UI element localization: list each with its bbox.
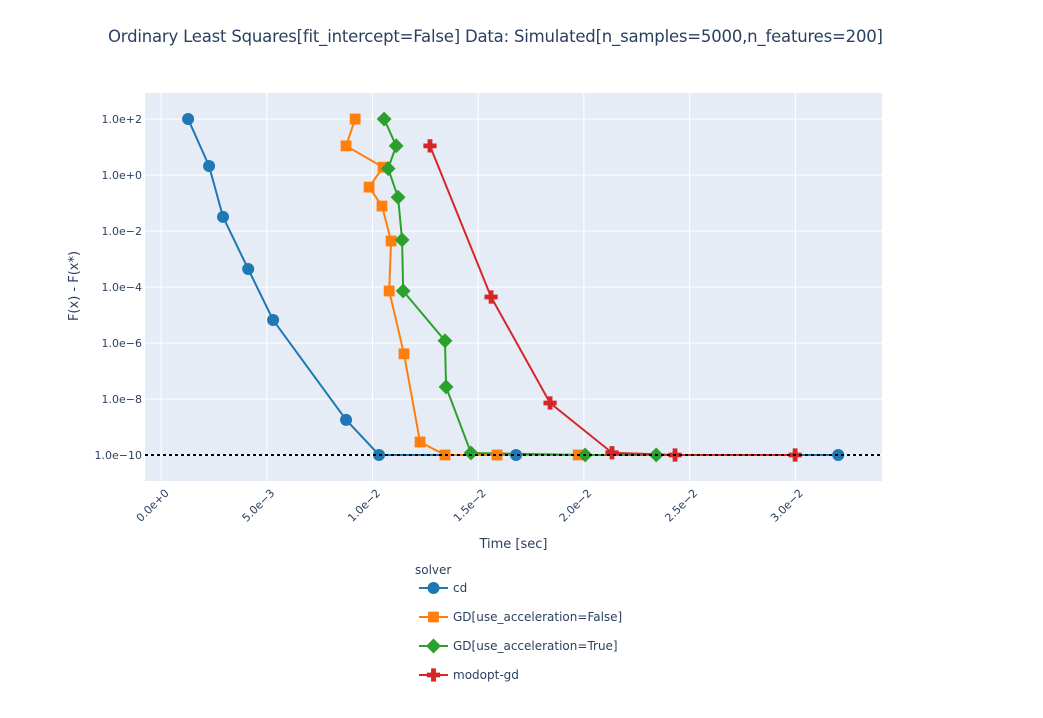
data-point-cross <box>605 446 619 460</box>
legend-item[interactable]: modopt-gd <box>419 668 519 682</box>
x-axis-title: Time [sec] <box>478 537 547 552</box>
y-tick-labels: 1.0e+2 1.0e+0 1.0e−2 1.0e−4 1.0e−6 1.0e−8 1.0e… <box>95 113 142 462</box>
data-point-square <box>398 348 410 360</box>
legend-marker-circle-icon <box>427 582 440 594</box>
data-point-diamond <box>388 138 404 154</box>
data-point-circle <box>340 413 353 426</box>
legend-title: solver <box>415 563 451 577</box>
data-point-circle <box>182 113 195 126</box>
chart-title: Ordinary Least Squares[fit_intercept=Fal… <box>108 27 883 46</box>
data-point-square <box>491 449 503 461</box>
data-point-circle <box>510 448 523 461</box>
y-tick-label: 1.0e+2 <box>102 113 142 126</box>
y-tick-label: 1.0e−2 <box>102 225 142 238</box>
legend-label: GD[use_acceleration=True] <box>453 639 618 653</box>
y-tick-label: 1.0e−4 <box>102 281 142 294</box>
x-tick-label: 0.0e+0 <box>134 487 172 525</box>
data-point-square <box>385 235 397 247</box>
legend-item[interactable]: cd <box>419 581 467 595</box>
legend-label: GD[use_acceleration=False] <box>453 610 622 624</box>
x-tick-label: 3.0e−2 <box>768 487 806 525</box>
data-point-circle <box>203 160 216 173</box>
y-tick-label: 1.0e−6 <box>102 337 142 350</box>
legend-marker-square-icon <box>428 611 439 623</box>
legend-marker-cross-icon <box>426 668 441 682</box>
data-point-square <box>340 140 352 152</box>
data-point-circle <box>267 314 280 327</box>
legend-marker-diamond-icon <box>426 638 441 654</box>
x-tick-label: 1.0e−2 <box>345 487 383 525</box>
data-point-cross <box>543 396 557 410</box>
grid-lines <box>145 93 882 481</box>
x-tick-labels: 0.0e+0 5.0e−3 1.0e−2 1.5e−2 2.0e−2 2.5e−2 3.0e… <box>134 487 806 525</box>
legend[interactable]: solver cd GD[use_acceleration=False] GD[us… <box>415 563 622 682</box>
data-point-square <box>383 285 395 297</box>
x-tick-label: 2.0e−2 <box>557 487 595 525</box>
data-point-diamond <box>395 283 411 299</box>
y-axis-title: F(x) - F(x*) <box>67 251 82 321</box>
data-point-diamond <box>390 189 406 205</box>
data-point-cross <box>484 290 498 304</box>
series-line-cross <box>429 145 796 456</box>
y-tick-label: 1.0e−8 <box>102 393 142 406</box>
legend-item[interactable]: GD[use_acceleration=False] <box>419 610 622 624</box>
data-point-diamond <box>380 161 396 177</box>
data-point-diamond <box>438 379 454 395</box>
x-tick-label: 5.0e−3 <box>240 487 278 525</box>
x-tick-label: 1.5e−2 <box>451 487 489 525</box>
data-point-circle <box>832 448 845 461</box>
data-point-diamond <box>463 445 479 461</box>
data-point-square <box>349 113 361 125</box>
y-tick-label: 1.0e+0 <box>102 169 142 182</box>
data-point-diamond <box>394 232 410 248</box>
legend-label: cd <box>453 581 467 595</box>
data-point-circle <box>242 262 255 275</box>
data-point-square <box>414 436 426 448</box>
y-tick-label: 1.0e−10 <box>95 449 142 462</box>
data-point-diamond <box>437 333 453 349</box>
data-point-square <box>376 200 388 212</box>
data-point-square <box>363 181 375 193</box>
legend-item[interactable]: GD[use_acceleration=True] <box>419 638 618 654</box>
data-point-circle <box>217 210 230 223</box>
data-point-cross <box>423 139 437 153</box>
data-point-diamond <box>376 111 392 127</box>
x-tick-label: 2.5e−2 <box>662 487 700 525</box>
legend-label: modopt-gd <box>453 668 519 682</box>
